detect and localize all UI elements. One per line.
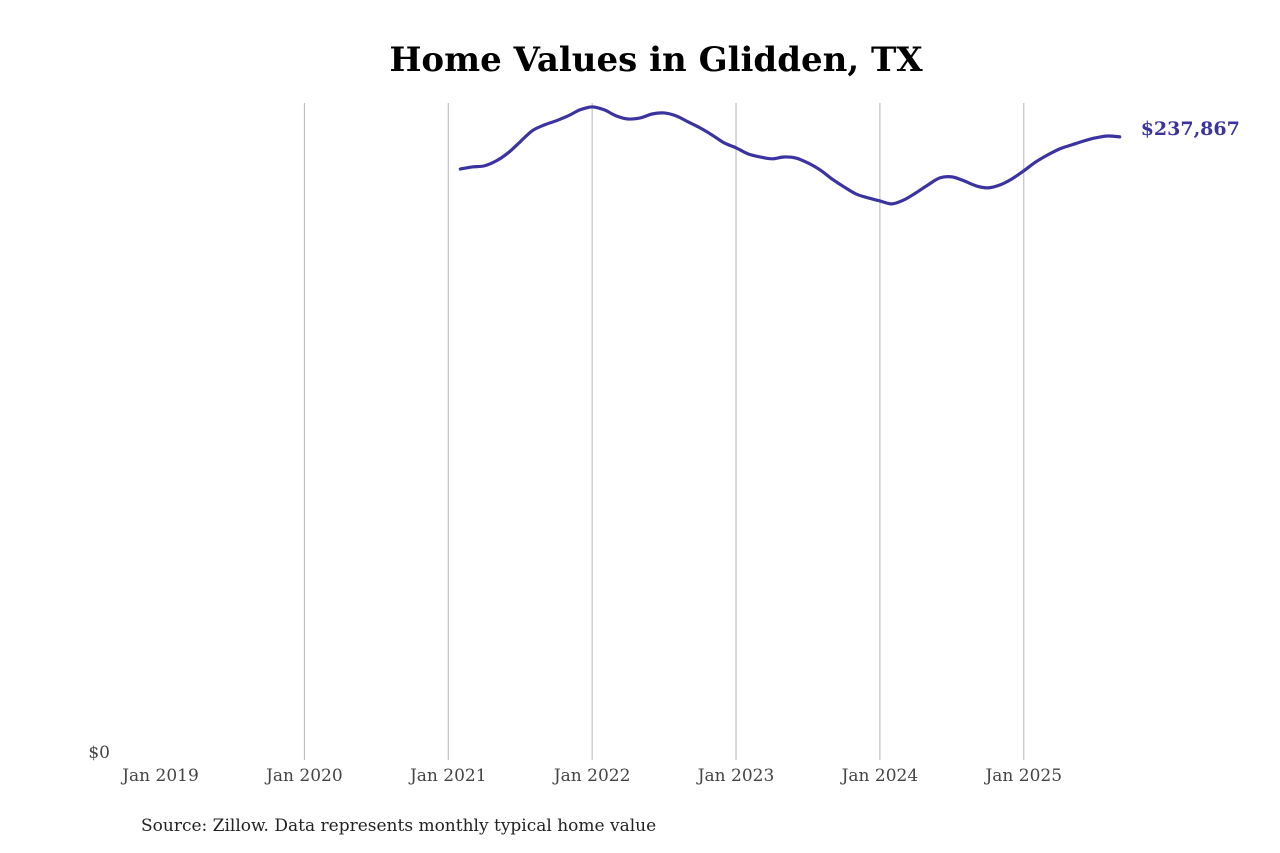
- x-tick-label: Jan 2023: [696, 766, 775, 786]
- source-note: Source: Zillow. Data represents monthly …: [141, 816, 657, 836]
- x-tick-label: Jan 2022: [552, 766, 631, 786]
- end-value-label: $237,867: [1141, 118, 1240, 140]
- x-tick-label: Jan 2021: [408, 766, 487, 786]
- series-line: [458, 105, 1122, 206]
- x-tick-label: Jan 2019: [120, 766, 199, 786]
- x-tick-label: Jan 2025: [983, 766, 1062, 786]
- x-tick-label: Jan 2020: [264, 766, 343, 786]
- chart-title: Home Values in Glidden, TX: [389, 40, 923, 80]
- x-tick-label: Jan 2024: [840, 766, 919, 786]
- y-tick-label: $0: [88, 743, 110, 763]
